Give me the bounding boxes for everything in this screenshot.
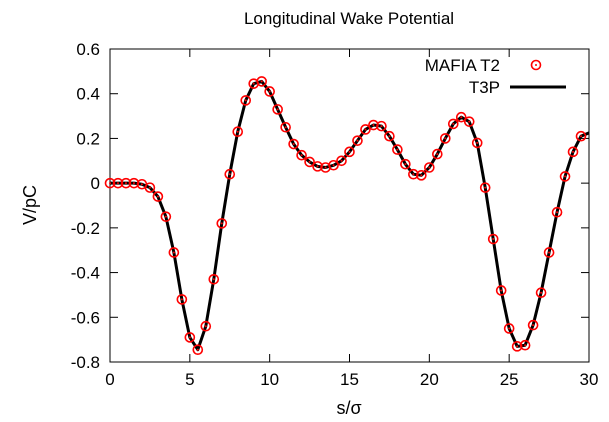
series-line-t3p (110, 79, 590, 352)
data-point-mafia (232, 126, 244, 138)
data-point-mafia (160, 211, 172, 222)
y-tick-label: 0.4 (76, 85, 100, 104)
y-tick-label: -0.6 (71, 308, 100, 327)
data-point-mafia (503, 323, 515, 334)
x-tick-label: 0 (105, 370, 114, 389)
data-point-mafia (392, 144, 403, 155)
data-point-mafia (439, 133, 451, 144)
data-point-mafia (535, 287, 547, 298)
data-point-mafia (575, 130, 587, 142)
chart-title: Longitudinal Wake Potential (244, 9, 454, 28)
y-tick-label: 0.2 (76, 129, 100, 148)
x-tick-label: 5 (185, 370, 194, 389)
data-point-mafia (559, 171, 571, 182)
series-layer (104, 76, 590, 356)
data-point-mafia (208, 273, 220, 285)
data-point-mafia (240, 95, 252, 106)
data-point-mafia (264, 86, 275, 97)
data-point-mafia (527, 319, 539, 331)
data-point-mafia (304, 156, 315, 168)
data-point-mafia (463, 116, 475, 127)
data-point-mafia (176, 294, 188, 305)
data-point-mafia (487, 233, 499, 245)
data-point-mafia (104, 177, 116, 189)
data-point-mafia (352, 135, 363, 146)
data-point-mafia (471, 137, 483, 149)
data-point-mafia (288, 138, 299, 150)
y-tick-label: -0.2 (71, 219, 100, 238)
legend-label-t3p: T3P (469, 78, 500, 97)
y-tick-label: -0.4 (71, 264, 100, 283)
data-point-mafia (519, 339, 531, 351)
data-point-mafia (344, 146, 355, 158)
data-point-mafia (543, 247, 555, 258)
y-axis-ticks: 0.6 0.4 0.2 0 -0.2 -0.4 -0.6 -0.8 (71, 40, 589, 372)
data-point-mafia (455, 111, 467, 123)
data-point-mafia (280, 121, 291, 133)
y-tick-label: 0 (91, 174, 100, 193)
data-point-mafia (256, 76, 267, 87)
data-point-mafia (312, 161, 323, 172)
y-tick-label: 0.6 (76, 40, 100, 59)
data-point-mafia (216, 218, 228, 229)
x-axis-ticks: 0 5 10 15 20 25 30 (105, 49, 598, 389)
data-point-mafia (384, 130, 395, 142)
data-point-mafia (120, 177, 132, 189)
x-tick-label: 10 (260, 370, 279, 389)
data-point-mafia (416, 170, 427, 181)
data-point-mafia (376, 120, 387, 132)
data-point-mafia (360, 124, 371, 135)
data-point-mafia (447, 118, 459, 130)
data-point-mafia (328, 159, 339, 171)
data-point-mafia (272, 104, 283, 115)
data-point-mafia (479, 182, 491, 193)
data-point-mafia (336, 155, 347, 167)
data-point-mafia (152, 191, 164, 202)
data-point-mafia (184, 332, 196, 343)
data-point-mafia (168, 247, 180, 258)
data-point-mafia (551, 206, 563, 218)
data-point-mafia (567, 146, 579, 158)
data-point-mafia (511, 341, 523, 352)
x-tick-label: 30 (580, 370, 599, 389)
data-point-mafia (408, 168, 419, 180)
x-axis-label: s/σ (336, 398, 361, 418)
x-tick-label: 20 (420, 370, 439, 389)
y-axis-label: V/pC (20, 185, 40, 225)
x-tick-label: 25 (500, 370, 519, 389)
plot-frame (109, 48, 590, 363)
data-point-mafia (368, 119, 379, 131)
data-point-mafia (296, 149, 307, 161)
data-point-mafia (128, 177, 140, 189)
data-point-mafia (192, 344, 204, 356)
data-point-mafia (495, 285, 507, 296)
data-point-mafia (432, 148, 443, 160)
data-point-mafia (112, 177, 124, 189)
y-tick-label: -0.8 (71, 353, 100, 372)
legend-marker-mafia (530, 59, 542, 71)
data-point-mafia (400, 158, 411, 170)
data-point-mafia (144, 182, 156, 193)
legend: MAFIA T2 T3P (425, 56, 566, 97)
legend-label-mafia: MAFIA T2 (425, 56, 500, 75)
data-point-mafia (200, 320, 212, 332)
x-tick-label: 15 (340, 370, 359, 389)
data-point-mafia (224, 168, 236, 180)
data-point-mafia (424, 162, 435, 173)
